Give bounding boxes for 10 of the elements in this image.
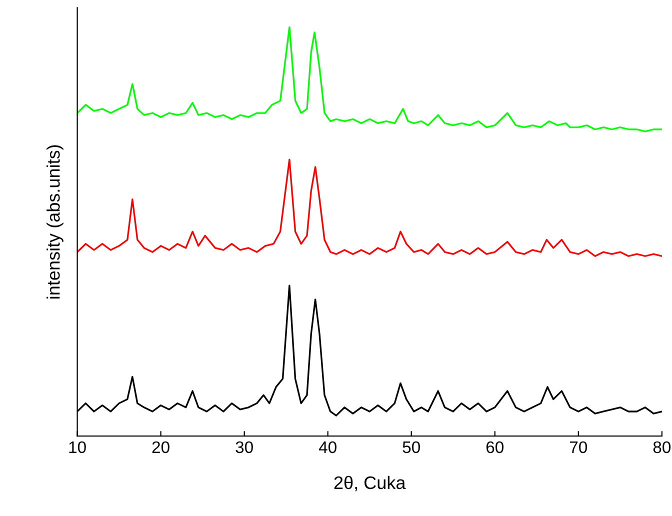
- x-tick-label: 80: [653, 441, 671, 454]
- x-tick-label: 70: [570, 441, 588, 454]
- x-tick-label: 20: [152, 441, 170, 454]
- x-tick-label: 60: [486, 441, 504, 454]
- x-axis-title: 2θ, Cuka: [334, 476, 406, 492]
- x-tick-label: 50: [402, 441, 420, 454]
- y-axis-title: intensity (abs.units): [46, 145, 64, 298]
- x-tick-label: 40: [318, 441, 336, 454]
- x-tick-label: 30: [236, 441, 253, 454]
- x-tick-label: 10: [69, 441, 86, 454]
